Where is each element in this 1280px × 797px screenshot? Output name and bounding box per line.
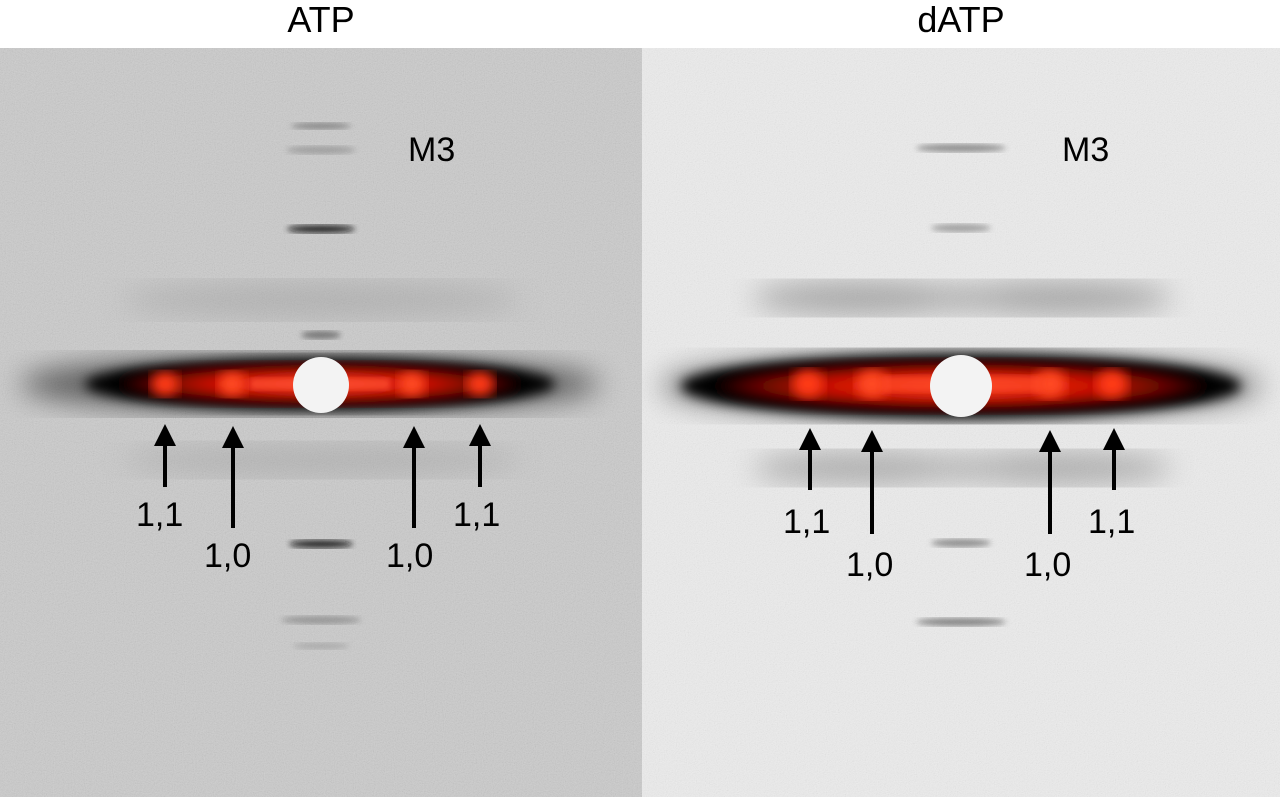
arrow-1-1-right <box>1103 428 1125 490</box>
arrow-label-1-0-left-datp: 1,0 <box>846 546 894 584</box>
meridional-label-atp: M3 <box>408 131 456 169</box>
reflection-1-1 <box>792 370 824 398</box>
meridional-reflection <box>916 144 1006 152</box>
layer-line-diffuse <box>121 444 521 476</box>
meridional-reflection <box>286 146 356 154</box>
beamstop <box>293 357 349 413</box>
arrow-1-1-left <box>799 428 821 490</box>
arrow-label-1-0-left-atp: 1,0 <box>204 537 252 575</box>
panel-title-atp: ATP <box>287 0 355 40</box>
meridional-reflection <box>293 643 349 649</box>
arrow-label-1-1-right-datp: 1,1 <box>1088 503 1136 541</box>
reflection-1-0 <box>398 372 426 396</box>
meridional-reflection <box>287 225 355 233</box>
meridional-reflection <box>931 224 991 232</box>
arrow-label-1-0-right-datp: 1,0 <box>1024 546 1072 584</box>
arrow-1-0-right <box>1039 430 1061 534</box>
arrow-1-1-right <box>469 424 491 487</box>
layer-line-diffuse <box>952 452 1172 484</box>
meridional-reflection <box>291 123 351 129</box>
layer-line-diffuse <box>752 282 972 314</box>
meridional-reflection <box>916 618 1006 626</box>
arrow-1-1-left <box>154 424 176 487</box>
reflection-1-1 <box>1096 370 1128 398</box>
meridional-label-datp: M3 <box>1062 131 1110 169</box>
layer-line-diffuse <box>121 282 521 318</box>
arrow-label-1-0-right-atp: 1,0 <box>386 537 434 575</box>
beamstop <box>930 355 992 417</box>
diffraction-pattern-datp <box>642 48 1280 797</box>
reflection-1-0 <box>218 372 246 396</box>
meridional-reflection <box>301 331 341 339</box>
arrow-label-1-1-right-atp: 1,1 <box>453 496 501 534</box>
reflection-1-0 <box>856 370 888 398</box>
diffraction-pattern-atp <box>0 48 642 797</box>
diffraction-panel-datp <box>642 48 1280 797</box>
arrow-1-0-left <box>861 430 883 534</box>
arrow-label-1-1-left-atp: 1,1 <box>136 496 184 534</box>
layer-line-diffuse <box>952 282 1172 314</box>
panel-title-datp: dATP <box>917 0 1005 40</box>
arrow-1-0-right <box>403 426 425 528</box>
arrow-label-1-1-left-datp: 1,1 <box>783 503 831 541</box>
meridional-reflection <box>281 616 361 624</box>
reflection-1-1 <box>151 372 179 396</box>
diffraction-panel-atp <box>0 48 642 797</box>
arrow-1-0-left <box>222 426 244 528</box>
reflection-1-1 <box>466 372 494 396</box>
meridional-reflection <box>931 539 991 547</box>
layer-line-diffuse <box>752 452 972 484</box>
meridional-reflection <box>289 540 353 548</box>
